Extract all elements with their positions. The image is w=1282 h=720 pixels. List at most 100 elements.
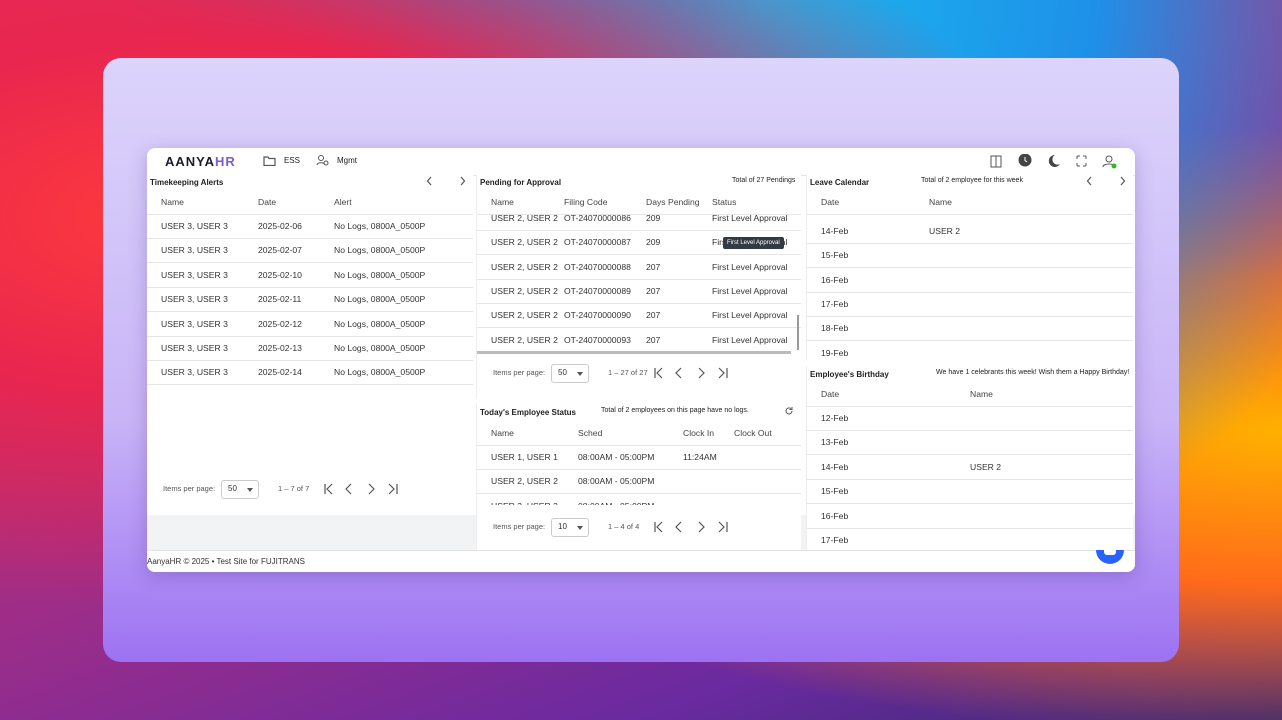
- logo: AANYAHR: [165, 154, 236, 169]
- table-cell: OT-24070000089: [564, 285, 631, 296]
- dropdown-caret: [577, 526, 583, 530]
- pager-bg: [477, 505, 801, 550]
- table-cell: 2025-02-14: [258, 367, 302, 378]
- table-cell: OT-24070000086: [564, 213, 631, 223]
- panel-title: Employee's Birthday: [810, 370, 889, 379]
- pager-buttons[interactable]: [653, 367, 733, 379]
- table-cell: No Logs, 0800A_0500P: [334, 367, 426, 378]
- table-cell: First Level Approval: [712, 213, 788, 223]
- row-divider: [147, 214, 473, 215]
- footer: AanyaHR © 2025 • Test Site for FUJITRANS: [147, 550, 1135, 572]
- row-divider: [477, 230, 801, 231]
- table-cell: 12-Feb: [821, 413, 849, 423]
- table-cell: 2025-02-07: [258, 245, 302, 256]
- nav-arrows[interactable]: [425, 176, 469, 186]
- table-cell: USER 2: [929, 226, 961, 236]
- row-divider: [807, 243, 1133, 244]
- table-cell: 17-Feb: [821, 298, 849, 309]
- panel: Today's Employee Status Total of 2 employ…: [476, 403, 801, 550]
- panel-title: Pending for Approval: [480, 178, 562, 187]
- footer-text: AanyaHR © 2025 • Test Site for FUJITRANS: [147, 557, 305, 566]
- panel: Pending for Approval Total of 27 Pendings…: [476, 175, 801, 398]
- dropdown-caret: [247, 488, 253, 492]
- table-cell: USER 2, USER 2: [491, 476, 558, 487]
- table-cell: USER 2, USER 2: [491, 261, 558, 272]
- table-cell: 207: [646, 261, 661, 272]
- table-cell: No Logs, 0800A_0500P: [334, 269, 426, 280]
- logo-accent: HR: [215, 154, 236, 169]
- column-header: Date: [821, 197, 840, 207]
- table-cell: 19-Feb: [821, 347, 849, 358]
- panel: Leave Calendar Total of 2 employee for th…: [806, 175, 1133, 360]
- column-header: Sched: [578, 428, 603, 438]
- table-cell: USER 3, USER 3: [161, 221, 228, 231]
- column-header: Days Pending: [646, 197, 700, 207]
- row-divider: [147, 262, 473, 264]
- nav-item[interactable]: Mgmt: [337, 156, 357, 165]
- table-cell: No Logs, 0800A_0500P: [334, 221, 426, 231]
- table-cell: No Logs, 0800A_0500P: [334, 245, 426, 256]
- table-cell: No Logs, 0800A_0500P: [334, 343, 426, 353]
- nav-item[interactable]: ESS: [284, 156, 301, 165]
- row-divider: [147, 286, 473, 288]
- page-size-value: 50: [558, 368, 567, 377]
- panel-title: Leave Calendar: [810, 178, 870, 187]
- pager-buttons[interactable]: [323, 483, 403, 495]
- row-divider: [477, 493, 801, 495]
- table-cell: USER 3, USER 3: [161, 318, 228, 329]
- tooltip: First Level Approval: [723, 237, 784, 249]
- page-range: 1 – 27 of 27: [608, 368, 648, 377]
- table-cell: 13-Feb: [821, 437, 849, 448]
- items-per-page-label: Items per page:: [493, 522, 546, 531]
- table-cell: First Level Approval: [712, 334, 788, 345]
- table-cell: 16-Feb: [821, 274, 849, 285]
- row-divider: [807, 430, 1133, 431]
- page-size-select[interactable]: 50: [221, 480, 259, 499]
- panel: Employee's Birthday We have 1 celebrants …: [806, 366, 1133, 550]
- panel-summary: Total of 2 employee for this week: [921, 177, 1023, 184]
- panel-summary: Total of 27 Pendings: [732, 177, 796, 184]
- page-range: 1 – 7 of 7: [278, 484, 310, 493]
- row-divider: [147, 384, 473, 386]
- table-cell: USER 2, USER 2: [491, 213, 558, 223]
- scroll-shadow: [477, 351, 791, 354]
- table-cell: 14-Feb: [821, 226, 849, 236]
- panel-title: Timekeeping Alerts: [150, 178, 224, 187]
- column-header: Clock Out: [734, 428, 772, 438]
- row-divider: [477, 214, 801, 215]
- nav-arrows[interactable]: [1085, 176, 1129, 186]
- row-divider: [147, 360, 473, 361]
- table-cell: 08:00AM - 05:00PM: [578, 476, 655, 487]
- table-cell: USER 3, USER 3: [161, 367, 228, 378]
- column-header: Name: [970, 389, 993, 399]
- top-bar: AANYAHR ESS Mgmt: [147, 148, 1135, 176]
- panel-summary: Total of 2 employees on this page have n…: [601, 407, 749, 414]
- row-divider: [477, 302, 801, 304]
- page-size-select[interactable]: 50: [551, 364, 589, 383]
- column-header: Name: [161, 197, 184, 207]
- page-size-select[interactable]: 10: [551, 518, 589, 537]
- column-header: Filing Code: [564, 197, 608, 207]
- table-cell: First Level Approval: [712, 310, 788, 321]
- column-header: Clock In: [683, 428, 715, 438]
- row-divider: [807, 340, 1133, 342]
- row-divider: [477, 445, 801, 446]
- table-cell: OT-24070000090: [564, 310, 631, 321]
- column-header: Name: [491, 428, 514, 438]
- table-cell: 2025-02-10: [258, 269, 302, 280]
- refresh-icon[interactable]: [784, 406, 794, 416]
- panel: Timekeeping Alerts Name Date Alert USER 3, U…: [147, 175, 473, 515]
- table-cell: 207: [646, 334, 661, 345]
- table-cell: 14-Feb: [821, 461, 849, 472]
- row-divider: [147, 335, 473, 337]
- column-header: Name: [929, 197, 952, 207]
- table-cell: 2025-02-11: [258, 294, 302, 305]
- table-cell: 2025-02-06: [258, 221, 302, 231]
- table-cell: 15-Feb: [821, 250, 849, 261]
- table-cell: USER 2, USER 2: [491, 285, 558, 296]
- row-divider: [477, 469, 801, 470]
- pager-buttons[interactable]: [653, 521, 733, 533]
- row-divider: [807, 291, 1133, 293]
- row-divider: [477, 327, 801, 329]
